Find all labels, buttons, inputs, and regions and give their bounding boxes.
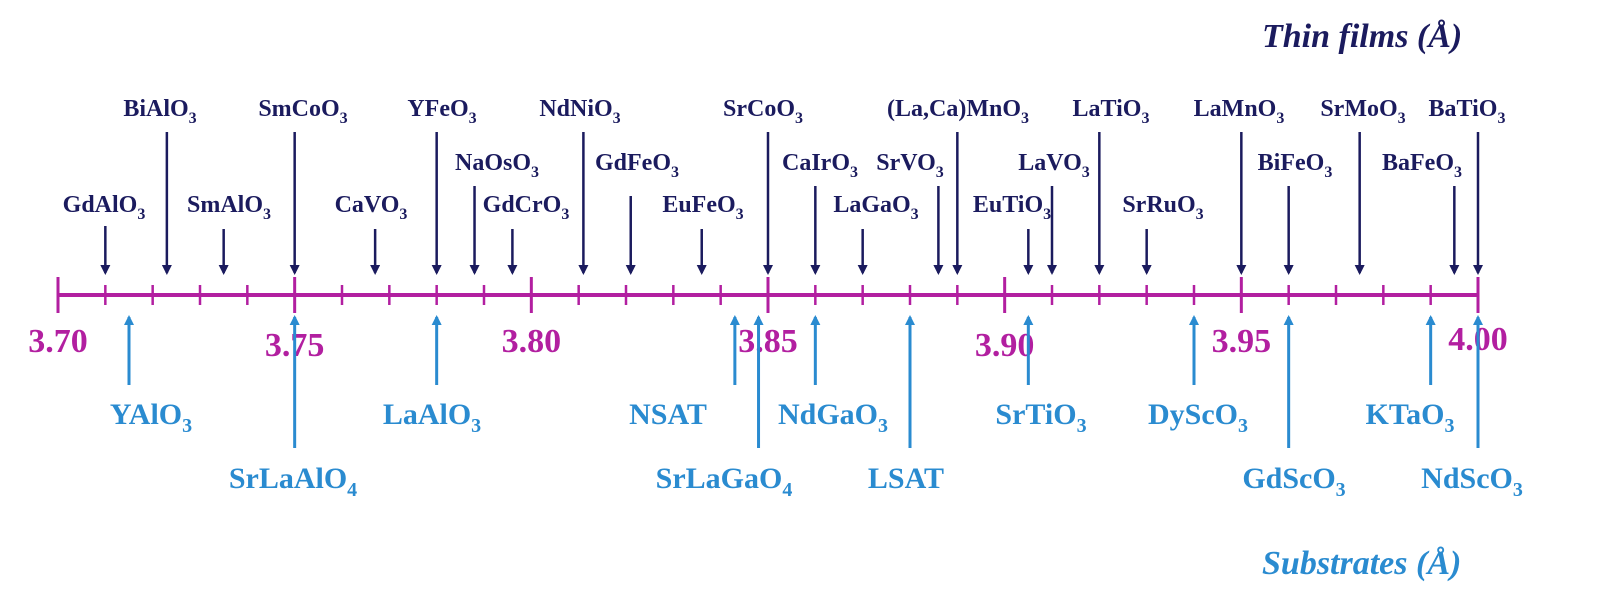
film-label-naoso3: NaOsO3: [455, 150, 539, 181]
film-label-cairo3: CaIrO3: [782, 150, 858, 181]
tick-label-3-70: 3.70: [28, 323, 88, 360]
film-label-bialo3: BiAlO3: [123, 96, 196, 127]
film-label-ndnio3: NdNiO3: [539, 96, 620, 127]
substrate-label-ndgao3: NdGaO3: [778, 398, 888, 437]
film-label-srruo3: SrRuO3: [1122, 192, 1203, 223]
film-label-batio3: BaTiO3: [1429, 96, 1506, 127]
film-label-gdcro3: GdCrO3: [483, 192, 570, 223]
substrate-label-lsat: LSAT: [868, 462, 944, 495]
film-label-srmoo3: SrMoO3: [1320, 96, 1405, 127]
film-label-la-ca-mno3: (La,Ca)MnO3: [887, 96, 1029, 127]
substrate-label-srlaalo4: SrLaAlO4: [229, 462, 357, 501]
film-label-gdfeo3: GdFeO3: [595, 150, 679, 181]
tick-label-3-95: 3.95: [1212, 323, 1272, 360]
substrate-label-laalo3: LaAlO3: [383, 398, 481, 437]
film-label-eutio3: EuTiO3: [973, 192, 1051, 223]
substrate-label-ndsco3: NdScO3: [1421, 462, 1523, 501]
film-label-yfeo3: YFeO3: [407, 96, 476, 127]
tick-label-3-85: 3.85: [738, 323, 798, 360]
film-label-eufeo3: EuFeO3: [662, 192, 743, 223]
tick-label-3-90: 3.90: [975, 327, 1035, 364]
tick-label-3-80: 3.80: [502, 323, 562, 360]
film-label-srcoo3: SrCoO3: [723, 96, 803, 127]
substrate-label-ktao3: KTaO3: [1366, 398, 1455, 437]
film-label-smalo3: SmAlO3: [187, 192, 271, 223]
film-label-lamno3: LaMnO3: [1194, 96, 1285, 127]
film-label-latio3: LaTiO3: [1073, 96, 1150, 127]
substrate-label-yalo3: YAlO3: [110, 398, 192, 437]
film-label-lavo3: LaVO3: [1018, 150, 1090, 181]
substrate-label-nsat: NSAT: [629, 398, 707, 431]
substrate-label-dysco3: DyScO3: [1148, 398, 1248, 437]
substrate-label-srlagao4: SrLaGaO4: [656, 462, 793, 501]
film-label-srvo3: SrVO3: [876, 150, 944, 181]
film-label-bafeo3: BaFeO3: [1382, 150, 1462, 181]
substrate-label-gdsco3: GdScO3: [1242, 462, 1345, 501]
film-label-gdalo3: GdAlO3: [63, 192, 146, 223]
thin-films-heading: Thin films (Å): [1262, 18, 1463, 55]
film-label-lagao3: LaGaO3: [833, 192, 918, 223]
substrates-heading: Substrates (Å): [1262, 545, 1462, 582]
substrate-label-srtio3: SrTiO3: [995, 398, 1086, 437]
film-label-bifeo3: BiFeO3: [1258, 150, 1333, 181]
film-label-cavo3: CaVO3: [335, 192, 408, 223]
film-label-smcoo3: SmCoO3: [258, 96, 347, 127]
